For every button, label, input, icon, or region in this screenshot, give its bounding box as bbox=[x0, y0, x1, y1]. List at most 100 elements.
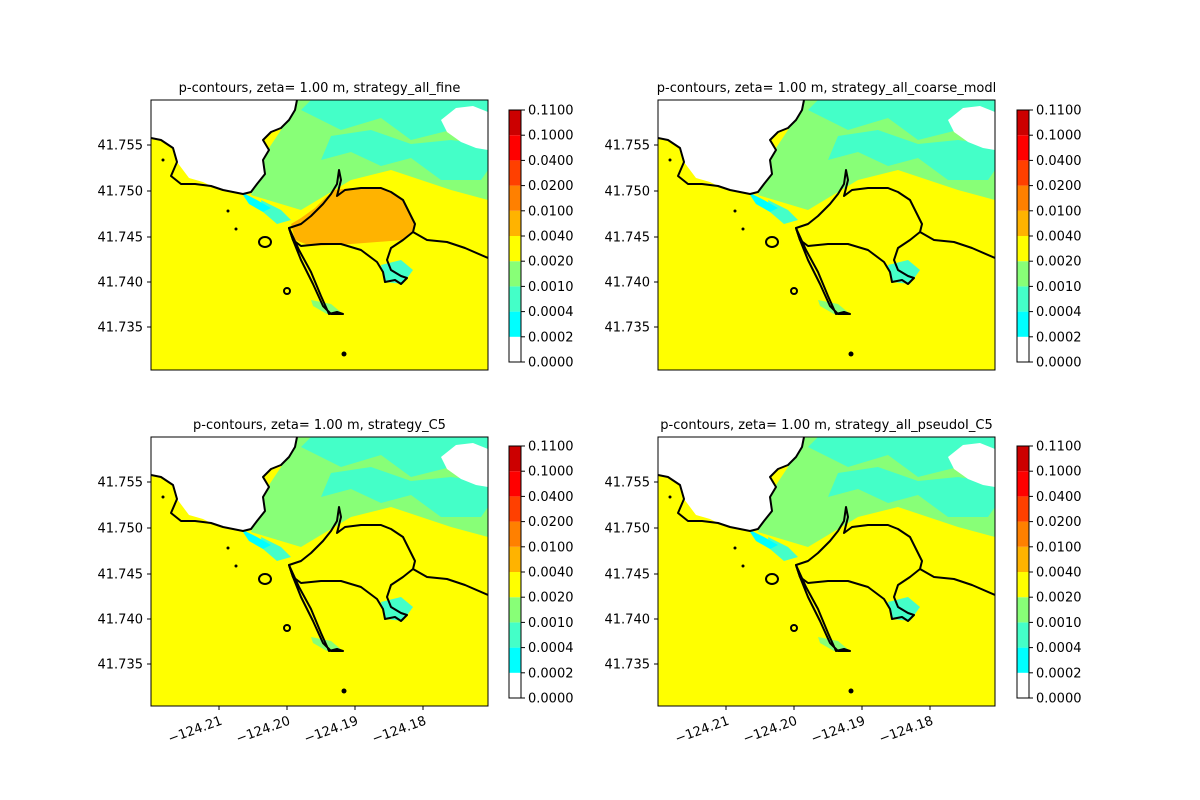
east-coastline bbox=[919, 231, 995, 259]
chart-panel-3: p-contours, zeta= 1.00 m, strategy_C5 41.… bbox=[98, 418, 574, 747]
coastline bbox=[151, 100, 298, 195]
colorbar-label: 0.0010 bbox=[1036, 616, 1082, 631]
colorbar-label: 0.0004 bbox=[1036, 641, 1082, 656]
xtick-label: −124.18 bbox=[370, 714, 428, 747]
colorbar-band bbox=[509, 647, 521, 673]
colorbar-label: 0.0400 bbox=[528, 154, 574, 169]
nodata-mask bbox=[441, 106, 488, 150]
colorbar-band bbox=[509, 597, 521, 623]
colorbar-band bbox=[1017, 521, 1029, 547]
colorbar-label: 0.0004 bbox=[1036, 305, 1082, 320]
field-band-green bbox=[818, 300, 850, 314]
island-contour bbox=[258, 573, 272, 585]
east-coastline bbox=[412, 231, 488, 259]
colorbar-label: 0.0020 bbox=[1036, 591, 1082, 606]
colorbar-label: 0.0200 bbox=[1036, 515, 1082, 530]
rock-mark bbox=[741, 564, 745, 568]
colorbar-label: 0.0020 bbox=[1036, 255, 1082, 270]
colorbar: 0.0000 0.0002 0.0004 0.0010 0.0020 0.0040 0.01… bbox=[1016, 440, 1082, 707]
rock-mark bbox=[733, 209, 737, 213]
rock-mark bbox=[741, 227, 745, 231]
field-band-aqua bbox=[768, 537, 798, 561]
field-band-cyan bbox=[748, 192, 778, 212]
colorbar-band bbox=[1017, 471, 1029, 497]
colorbar-label: 0.0000 bbox=[528, 356, 574, 371]
rock-mark bbox=[848, 351, 854, 357]
colorbar-band bbox=[509, 311, 521, 337]
ytick-label: 41.750 bbox=[605, 522, 651, 537]
colorbar-label: 0.0000 bbox=[1036, 692, 1082, 707]
rock-mark bbox=[733, 546, 737, 550]
jetty-outline bbox=[288, 227, 344, 315]
rock-mark bbox=[226, 546, 230, 550]
panel-title: p-contours, zeta= 1.00 m, strategy_all_p… bbox=[660, 418, 992, 433]
colorbar-label: 0.0002 bbox=[1036, 666, 1082, 681]
colorbar-label: 0.1100 bbox=[1036, 440, 1082, 455]
colorbar-label: 0.0100 bbox=[528, 540, 574, 555]
field-band-green bbox=[311, 300, 343, 314]
ytick-label: 41.750 bbox=[98, 522, 144, 537]
jetty-outline bbox=[288, 564, 344, 652]
colorbar-band bbox=[509, 110, 521, 136]
field-band-cyan bbox=[748, 529, 778, 549]
colorbar-label: 0.0200 bbox=[1036, 179, 1082, 194]
field-band-cyan bbox=[241, 192, 271, 212]
nodata-mask bbox=[948, 443, 995, 487]
colorbar-band bbox=[1017, 446, 1029, 472]
field-band-aqua bbox=[768, 200, 798, 224]
land-mask bbox=[151, 437, 297, 531]
colorbar-band bbox=[509, 336, 521, 362]
colorbar: 0.0000 0.0002 0.0004 0.0010 0.0020 0.0040 0.01… bbox=[508, 440, 574, 707]
colorbar-label: 0.0040 bbox=[528, 230, 574, 245]
land-mask bbox=[151, 100, 297, 194]
colorbar-label: 0.0400 bbox=[1036, 490, 1082, 505]
field-band-aqua bbox=[321, 130, 488, 180]
colorbar-band bbox=[1017, 185, 1029, 211]
land-mask bbox=[658, 100, 804, 194]
chart-panel-1: p-contours, zeta= 1.00 m, strategy_all_f… bbox=[98, 81, 574, 371]
colorbar-band bbox=[509, 521, 521, 547]
colorbar-label: 0.0004 bbox=[528, 641, 574, 656]
chart-panel-2: p-contours, zeta= 1.00 m, strategy_all_c… bbox=[605, 81, 1082, 371]
ytick-label: 41.745 bbox=[98, 231, 144, 246]
colorbar-band bbox=[1017, 672, 1029, 698]
ytick-label: 41.740 bbox=[605, 276, 651, 291]
chart-panel-4: p-contours, zeta= 1.00 m, strategy_all_p… bbox=[605, 418, 1082, 747]
field-band-cyan bbox=[241, 529, 271, 549]
rock-mark bbox=[341, 351, 347, 357]
field-band-aqua bbox=[301, 437, 488, 477]
rock-mark bbox=[161, 158, 165, 162]
colorbar-band bbox=[1017, 286, 1029, 312]
rock-mark bbox=[161, 495, 165, 499]
colorbar-band bbox=[509, 471, 521, 497]
colorbar-band bbox=[1017, 110, 1029, 136]
colorbar-label: 0.0002 bbox=[528, 330, 574, 345]
colorbar-label: 0.0040 bbox=[528, 566, 574, 581]
colorbar-label: 0.1000 bbox=[528, 129, 574, 144]
colorbar-band bbox=[509, 496, 521, 522]
field-band-aqua bbox=[261, 537, 291, 561]
ytick-label: 41.750 bbox=[605, 185, 651, 200]
ytick-label: 41.735 bbox=[98, 321, 144, 336]
harbor-outline bbox=[288, 169, 416, 285]
colorbar-band bbox=[509, 572, 521, 598]
colorbar-label: 0.1100 bbox=[1036, 104, 1082, 119]
colorbar-label: 0.0040 bbox=[1036, 566, 1082, 581]
colorbar-label: 0.0020 bbox=[528, 255, 574, 270]
xtick-label: −124.20 bbox=[741, 714, 799, 747]
axes-frame bbox=[150, 436, 489, 707]
ytick-label: 41.740 bbox=[98, 276, 144, 291]
east-coastline bbox=[412, 568, 488, 596]
colorbar-band bbox=[509, 160, 521, 186]
colorbar-band bbox=[1017, 135, 1029, 161]
jetty-outline bbox=[795, 564, 851, 652]
colorbar-band bbox=[509, 210, 521, 236]
colorbar-band bbox=[509, 236, 521, 262]
colorbar: 0.0000 0.0002 0.0004 0.0010 0.0020 0.0040 0.01… bbox=[508, 104, 574, 371]
colorbar-label: 0.0000 bbox=[1036, 356, 1082, 371]
ytick-label: 41.735 bbox=[98, 658, 144, 673]
colorbar-label: 0.0200 bbox=[528, 515, 574, 530]
colorbar-label: 0.1100 bbox=[528, 440, 574, 455]
ytick-label: 41.755 bbox=[605, 476, 651, 491]
colorbar-label: 0.1000 bbox=[1036, 129, 1082, 144]
